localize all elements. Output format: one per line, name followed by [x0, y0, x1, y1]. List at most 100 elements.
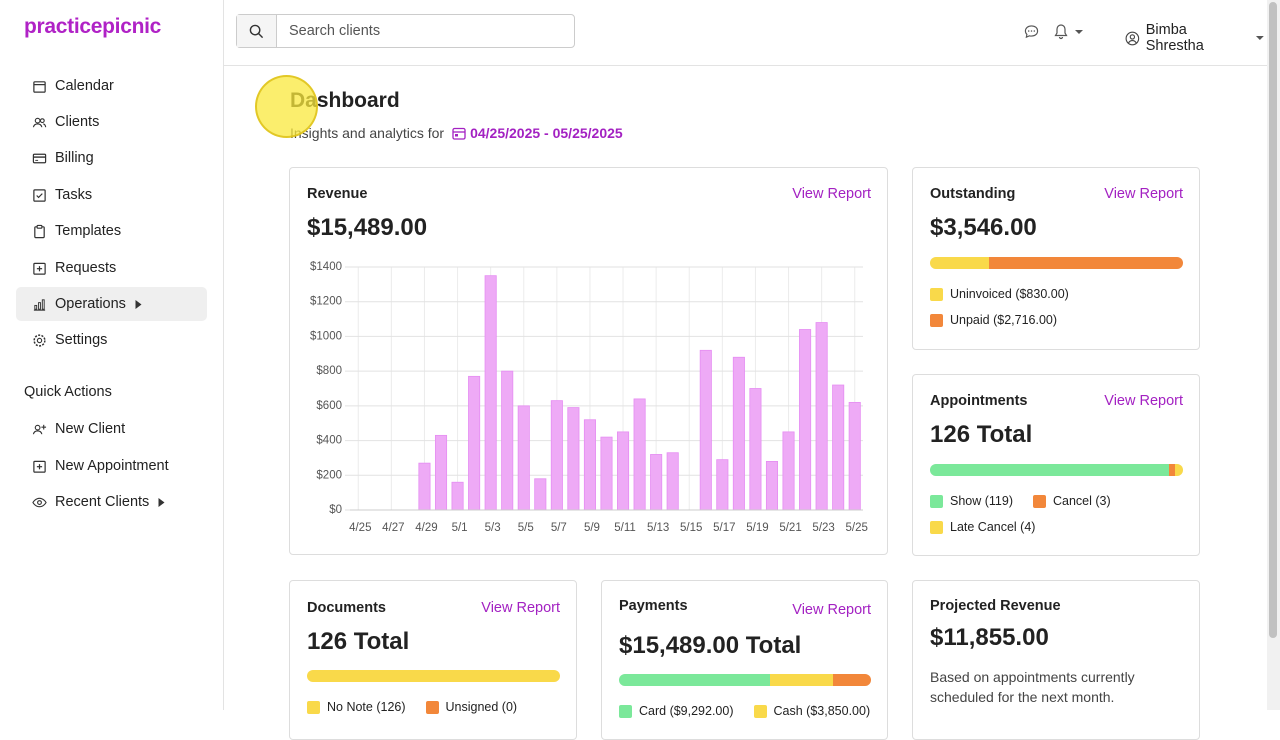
- nav-item[interactable]: Calendar: [16, 69, 207, 103]
- y-tick-label: $800: [316, 365, 342, 377]
- progress-bar: [930, 464, 1183, 476]
- projected-card: Projected Revenue $11,855.00 Based on ap…: [912, 580, 1200, 740]
- bar: [583, 419, 596, 511]
- x-tick-label: 5/15: [680, 522, 702, 534]
- bar-segment: [832, 674, 871, 686]
- progress-bar: [930, 257, 1183, 269]
- user-icon: [1125, 31, 1140, 45]
- card-title: Payments: [619, 598, 688, 614]
- legend-label: Cancel (3): [1053, 494, 1111, 508]
- view-report-link[interactable]: View Report: [1104, 393, 1183, 409]
- legend-swatch: [1033, 494, 1046, 508]
- quick-action[interactable]: Recent Clients: [16, 485, 207, 519]
- x-tick-label: 4/29: [415, 522, 437, 534]
- view-report-link[interactable]: View Report: [792, 602, 871, 618]
- bar-segment: [1168, 464, 1175, 476]
- nav-item[interactable]: Settings: [16, 323, 207, 357]
- view-report-link[interactable]: View Report: [792, 186, 871, 202]
- nav-item[interactable]: Requests: [16, 251, 207, 285]
- y-tick-label: $1000: [310, 330, 342, 342]
- logo[interactable]: practicepicnic: [24, 15, 162, 38]
- cursor-highlight: [255, 75, 318, 138]
- bar-segment: [619, 674, 771, 686]
- nav-icon: [33, 333, 46, 347]
- bar: [418, 462, 431, 511]
- legend-swatch: [930, 494, 943, 508]
- quick-action-icon: [32, 424, 47, 434]
- legend-item: Card ($9,292.00): [619, 704, 734, 718]
- user-menu[interactable]: Bimba Shrestha: [1125, 22, 1267, 54]
- bar: [815, 322, 828, 511]
- legend-swatch: [930, 287, 943, 301]
- card-value: $11,855.00: [930, 624, 1049, 651]
- x-tick-label: 5/19: [746, 522, 768, 534]
- legend-swatch: [930, 520, 943, 534]
- legend-swatch: [930, 313, 943, 327]
- y-tick-label: $0: [329, 504, 342, 516]
- legend-item: Unsigned (0): [425, 700, 517, 714]
- quick-action[interactable]: New Client: [16, 412, 207, 446]
- quick-action[interactable]: New Appointment: [16, 449, 207, 483]
- view-report-link[interactable]: View Report: [481, 600, 560, 616]
- payments-card: Payments View Report $15,489.00 Total Ca…: [601, 580, 888, 740]
- page: practicepicnic Quick Actions Calendar Cli…: [16, 0, 1280, 740]
- card-title: Documents: [307, 600, 386, 616]
- nav-item[interactable]: Clients: [16, 105, 207, 139]
- user-name: Bimba Shrestha: [1145, 22, 1204, 54]
- x-tick-label: 5/11: [614, 522, 636, 534]
- search-box[interactable]: Search clients: [236, 14, 575, 48]
- scrollbar-thumb[interactable]: [1269, 2, 1277, 638]
- quick-action-icon: [33, 460, 46, 473]
- nav-icon: [33, 262, 46, 275]
- nav-item[interactable]: Operations: [16, 287, 207, 321]
- bar: [732, 356, 745, 511]
- card-title: Outstanding: [930, 186, 1016, 202]
- bar-segment: [989, 257, 1183, 269]
- legend-swatch: [307, 700, 320, 714]
- progress-bar: [619, 674, 871, 686]
- nav-item[interactable]: Templates: [16, 214, 207, 248]
- x-tick-label: 5/9: [584, 522, 600, 534]
- nav-item[interactable]: Tasks: [16, 178, 207, 212]
- legend-label: No Note (126): [327, 700, 406, 714]
- subtitle-text: Insights and analytics for: [290, 125, 445, 141]
- bar: [782, 431, 795, 511]
- card-note: Based on appointments currently schedule…: [930, 669, 1135, 705]
- y-tick-label: $1200: [310, 296, 342, 308]
- quick-actions-title: Quick Actions: [24, 384, 112, 400]
- y-tick-label: $1400: [310, 261, 342, 273]
- view-report-link[interactable]: View Report: [1104, 186, 1183, 202]
- bar: [749, 388, 762, 511]
- x-tick-label: 5/5: [518, 522, 534, 534]
- bar: [468, 375, 481, 511]
- bar: [517, 405, 530, 511]
- chat-icon[interactable]: [1024, 24, 1039, 39]
- card-title: Appointments: [930, 393, 1028, 409]
- date-range[interactable]: 04/25/2025 - 05/25/2025: [452, 125, 623, 141]
- bar: [600, 436, 613, 511]
- topbar: Search clients Bimba Shrestha: [224, 0, 1267, 66]
- y-tick-label: $600: [316, 400, 342, 412]
- caret: [1256, 36, 1265, 40]
- bar: [699, 349, 712, 511]
- outstanding-card: Outstanding View Report $3,546.00 Uninvo…: [912, 167, 1200, 350]
- bar: [617, 431, 630, 511]
- notifications-menu[interactable]: [1054, 23, 1084, 40]
- x-tick-label: 5/13: [647, 522, 669, 534]
- bar: [633, 398, 646, 511]
- legend-label: Late Cancel (4): [950, 520, 1036, 534]
- nav-item[interactable]: Billing: [16, 141, 207, 175]
- search-placeholder: Search clients: [289, 23, 381, 39]
- nav-icon: [32, 117, 47, 127]
- calendar-icon: [452, 127, 466, 140]
- x-tick-label: 5/17: [713, 522, 735, 534]
- documents-card: Documents View Report 126 Total No Note …: [289, 580, 577, 740]
- bar: [550, 400, 563, 511]
- card-value: $3,546.00: [930, 214, 1037, 241]
- legend-item: Cash ($3,850.00): [753, 704, 871, 718]
- nav-label: Clients: [55, 114, 100, 130]
- legend-label: Cash ($3,850.00): [773, 704, 871, 718]
- legend-item: Show (119): [930, 494, 1013, 508]
- revenue-card: Revenue View Report $15,489.00 $0 $200 $40…: [289, 167, 888, 555]
- progress-bar: [307, 670, 560, 682]
